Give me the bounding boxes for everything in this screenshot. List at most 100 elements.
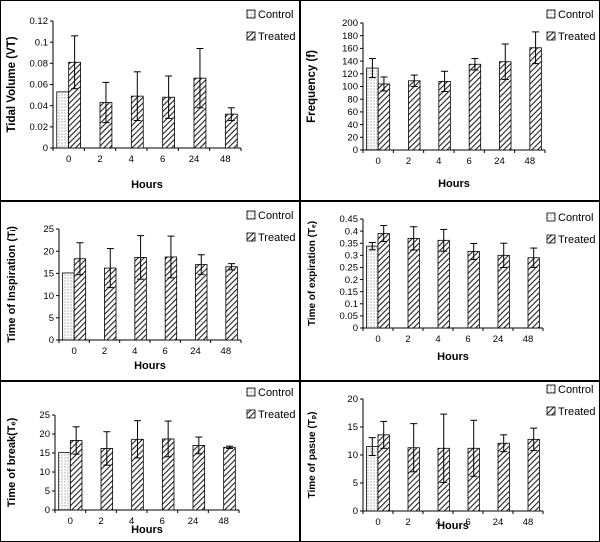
x-tick-label: 4 <box>435 517 440 528</box>
bar-control <box>366 67 379 151</box>
y-tick-label: 200 <box>342 18 358 29</box>
bar-treated <box>195 264 208 341</box>
x-tick-label: 48 <box>523 334 534 345</box>
bar-control <box>366 446 379 512</box>
x-tick-label: 2 <box>98 516 103 527</box>
legend-label-control: Control <box>558 212 593 224</box>
x-tick-label: 6 <box>160 516 165 527</box>
y-tick-label: 20 <box>43 246 54 257</box>
y-tick-label: 15 <box>43 269 54 280</box>
x-tick-label: 48 <box>523 517 534 528</box>
y-tick-label: 0.06 <box>30 80 49 91</box>
x-tick-label: 0 <box>66 154 71 165</box>
bar-treated <box>407 237 420 329</box>
y-tick-label: 15 <box>347 422 358 433</box>
x-tick-label: 0 <box>376 156 381 167</box>
y-axis-title: Frequency (f) <box>306 50 318 123</box>
y-tick-label: 0.02 <box>30 122 49 133</box>
x-tick-label: 0 <box>375 334 380 345</box>
y-tick-label: 120 <box>342 69 358 80</box>
legend-label-treated: Treated <box>258 409 296 421</box>
y-tick-label: 0.08 <box>30 59 49 70</box>
bar-control <box>366 245 379 329</box>
y-tick-label: 0.05 <box>340 311 359 322</box>
legend-swatch-control <box>546 212 556 222</box>
bar-control <box>56 91 70 149</box>
y-tick-label: 0.15 <box>340 287 359 298</box>
bar-treated <box>192 445 206 511</box>
x-axis-title: Hours <box>134 360 166 372</box>
legend-label-control: Control <box>258 9 293 21</box>
y-tick-label: 0.45 <box>340 214 359 225</box>
y-tick-label: 10 <box>43 291 54 302</box>
x-tick-label: 2 <box>406 156 411 167</box>
x-tick-label: 24 <box>493 517 504 528</box>
bar-treated <box>467 251 480 329</box>
legend-label-control: Control <box>258 210 293 222</box>
y-tick-label: 0 <box>45 505 50 516</box>
y-tick-label: 0 <box>353 506 358 517</box>
y-tick-label: 40 <box>347 120 358 131</box>
y-tick-label: 20 <box>347 133 358 144</box>
x-axis-title: Hours <box>438 178 470 190</box>
y-axis-title: Time of break(Tₑ) <box>6 417 18 507</box>
x-axis-title: Hours <box>131 179 163 191</box>
x-tick-label: 48 <box>221 346 232 357</box>
x-tick-label: 0 <box>68 516 73 527</box>
y-tick-label: 20 <box>347 394 358 405</box>
legend-label-treated: Treated <box>258 31 296 43</box>
legend-label-treated: Treated <box>558 31 596 43</box>
bar-treated <box>377 83 391 151</box>
legend-swatch-treated <box>546 234 556 244</box>
chart-panel-frequency: 0 20 40 60 80 100 120 140 160 180 200 0 2 4 6 24 48 Frequ… <box>300 0 600 201</box>
x-tick-label: 24 <box>189 154 200 165</box>
chart-panel-time-of-expiration: 0 0.05 0.1 0.15 0.2 0.25 0.3 0.35 0.4 0.45 0 2 4 6 24 4… <box>300 201 600 381</box>
bar-control <box>58 452 71 511</box>
y-tick-label: 0.1 <box>345 299 358 310</box>
y-tick-label: 0.1 <box>35 37 48 48</box>
y-tick-label: 20 <box>39 429 50 440</box>
x-tick-label: 4 <box>129 154 134 165</box>
bar-treated <box>223 446 236 511</box>
y-tick-label: 80 <box>347 94 358 105</box>
y-axis-title: Time of expiration (Tₑ) <box>307 221 318 326</box>
x-axis-title: Hours <box>437 351 469 363</box>
y-tick-label: 25 <box>43 224 54 235</box>
x-tick-label: 6 <box>163 346 168 357</box>
x-tick-label: 4 <box>129 516 134 527</box>
x-tick-label: 2 <box>102 346 107 357</box>
y-tick-label: 0.04 <box>30 101 49 112</box>
bar-control <box>62 272 75 341</box>
legend-swatch-treated <box>546 406 556 416</box>
y-tick-label: 140 <box>342 56 358 67</box>
x-tick-label: 48 <box>525 156 536 167</box>
bar-treated <box>468 63 482 151</box>
legend-label-control: Control <box>558 9 593 21</box>
x-tick-label: 6 <box>465 517 470 528</box>
x-tick-label: 0 <box>72 346 77 357</box>
y-tick-label: 0.35 <box>340 238 359 249</box>
y-tick-label: 0 <box>353 323 358 334</box>
legend-label-treated: Treated <box>558 234 596 246</box>
y-axis-title: Time of pasue (Tₚ) <box>307 412 318 499</box>
chart-svg-time-of-expiration: 00.050.10.150.20.250.30.350.40.450 2 4 6 24 4… <box>307 212 596 363</box>
y-tick-label: 5 <box>353 478 358 489</box>
y-tick-label: 0.4 <box>345 226 358 237</box>
x-tick-label: 4 <box>132 346 137 357</box>
bar-treated <box>527 257 540 329</box>
legend-swatch-treated <box>246 31 256 41</box>
x-tick-label: 24 <box>493 334 504 345</box>
x-tick-label: 6 <box>160 154 165 165</box>
legend-label-treated: Treated <box>558 406 596 418</box>
y-tick-label: 100 <box>342 82 358 93</box>
y-tick-label: 15 <box>39 448 50 459</box>
y-tick-label: 0 <box>49 335 54 346</box>
bar-treated <box>377 233 390 329</box>
y-tick-label: 180 <box>342 31 358 42</box>
legend-swatch-control <box>546 9 556 19</box>
y-tick-label: 10 <box>39 467 50 478</box>
y-tick-label: 5 <box>45 486 50 497</box>
